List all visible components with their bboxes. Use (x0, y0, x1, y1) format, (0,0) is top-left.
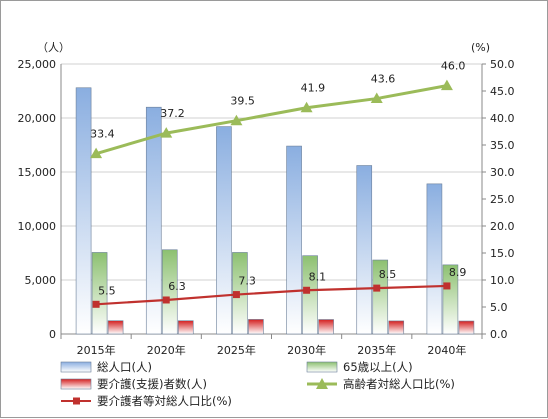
marker-care-ratio (232, 291, 240, 299)
y-right-tick-label: 5.0 (490, 301, 508, 314)
x-tick-label: 2025年 (217, 343, 256, 357)
bar-care-required (318, 319, 334, 335)
marker-elderly-ratio (440, 79, 453, 91)
bar-total-population (286, 145, 302, 335)
bar-total-population (426, 183, 443, 335)
marker-elderly-ratio (300, 101, 313, 113)
x-tick-label: 2015年 (77, 343, 116, 357)
x-tick-label: 2030年 (287, 343, 326, 357)
lines (90, 79, 453, 308)
bar-age65-plus (372, 259, 389, 335)
y-left-tick-label: 25,000 (18, 58, 57, 71)
y-left-tick-label: 0 (49, 328, 56, 341)
legend-label: 要介護(支援)者数(人) (97, 377, 207, 391)
marker-elderly-ratio (370, 92, 383, 104)
bar-total-population (145, 106, 162, 335)
bar-care-required (388, 320, 405, 335)
y-right-tick-label: 35.0 (490, 139, 515, 152)
data-label-elderly-ratio: 46.0 (441, 60, 466, 73)
bar-age65-plus (91, 252, 108, 335)
legend-swatch (60, 378, 92, 390)
legend-label: 65歳以上(人) (343, 360, 413, 374)
bars (75, 87, 475, 335)
bar-care-required (458, 320, 475, 335)
legend-swatch (60, 361, 92, 373)
y-right-tick-label: 15.0 (490, 247, 515, 260)
x-tick-label: 2035年 (357, 343, 396, 357)
data-label-care-ratio: 8.1 (309, 270, 327, 283)
data-label-care-ratio: 6.3 (168, 280, 186, 293)
y-right-tick-label: 10.0 (490, 274, 515, 287)
bar-age65-plus (302, 255, 318, 335)
data-label-elderly-ratio: 37.2 (160, 107, 185, 120)
y-right-tick-label: 0.0 (490, 328, 508, 341)
marker-care-ratio (373, 284, 381, 292)
data-label-care-ratio: 7.3 (238, 275, 256, 288)
bar-care-required (248, 319, 264, 335)
bar-total-population (216, 126, 232, 335)
bar-age65-plus (161, 249, 178, 335)
data-label-elderly-ratio: 39.5 (230, 95, 255, 108)
data-label-elderly-ratio: 33.4 (90, 128, 115, 141)
data-label-care-ratio: 5.5 (98, 284, 116, 297)
y-left-tick-label: 15,000 (18, 166, 57, 179)
marker-elderly-ratio (230, 114, 243, 126)
marker-care-ratio (92, 300, 100, 308)
marker-elderly-ratio (160, 127, 173, 138)
marker-care-ratio (303, 286, 311, 294)
marker-care-ratio (443, 282, 451, 290)
marker-elderly-ratio (90, 147, 103, 159)
y-right-tick-label: 45.0 (490, 85, 515, 98)
data-label-care-ratio: 8.5 (379, 268, 397, 281)
bar-age65-plus (442, 264, 459, 335)
y-left-tick-label: 10,000 (18, 220, 57, 233)
data-labels: 33.4 37.2 39.5 41.9 43.6 46.0 5.5 6.3 7.3 8.1 8.5 8… (90, 60, 466, 298)
legend-marker (73, 397, 80, 405)
x-tick-label: 2020年 (147, 343, 186, 357)
line-elderly-ratio (95, 84, 448, 156)
legend-label: 要介護者等対総人口比(%) (97, 394, 232, 408)
bar-care-required (177, 320, 194, 335)
legend-label: 総人口(人) (97, 360, 152, 374)
y-right-tick-label: 20.0 (490, 220, 515, 233)
bar-total-population (356, 165, 373, 335)
legend-swatch (306, 361, 338, 373)
y-right-unit: (%) (471, 41, 490, 54)
legend: 総人口(人) 65歳以上(人) 要介護(支援)者数(人) 高齢者対総人口比(%) 要介護… (60, 360, 455, 408)
y-left-unit: （人） (37, 41, 70, 54)
y-right-tick-label: 25.0 (490, 193, 515, 206)
y-left-tick-label: 20,000 (18, 112, 57, 125)
marker-care-ratio (162, 296, 170, 304)
y-right-tick-label: 50.0 (490, 58, 515, 71)
legend-label: 高齢者対総人口比(%) (343, 377, 455, 391)
axes: 0 5,000 10,000 15,000 20,000 25,000 0.0 5.0 10.0… (18, 41, 515, 357)
legend-marker (316, 378, 328, 389)
y-right-tick-label: 40.0 (490, 112, 515, 125)
bar-total-population (75, 87, 92, 335)
y-right-tick-label: 30.0 (490, 166, 515, 179)
bar-care-required (107, 320, 124, 335)
line-care-ratio (96, 284, 447, 306)
data-label-elderly-ratio: 41.9 (301, 82, 326, 95)
data-label-elderly-ratio: 43.6 (371, 73, 396, 86)
data-label-care-ratio: 8.9 (449, 266, 467, 279)
y-left-tick-label: 5,000 (25, 274, 57, 287)
x-tick-label: 2040年 (427, 343, 466, 357)
